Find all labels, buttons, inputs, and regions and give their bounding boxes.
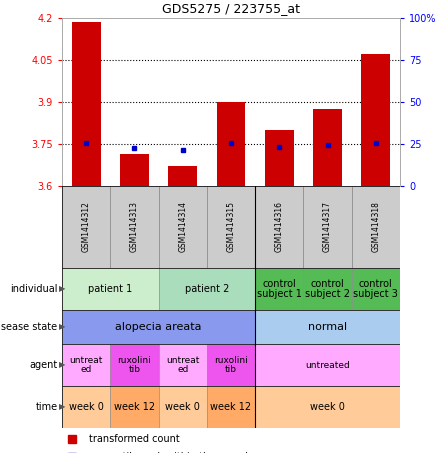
Text: week 0: week 0 bbox=[165, 402, 200, 412]
Text: untreated: untreated bbox=[305, 361, 350, 370]
Bar bbox=[255, 268, 304, 310]
Text: ▶: ▶ bbox=[59, 361, 65, 370]
Bar bbox=[207, 386, 255, 428]
Bar bbox=[304, 268, 352, 310]
Text: control
subject 3: control subject 3 bbox=[353, 279, 398, 299]
Bar bbox=[72, 22, 101, 186]
Text: percentile rank within the sample: percentile rank within the sample bbox=[89, 452, 254, 453]
Text: control
subject 2: control subject 2 bbox=[305, 279, 350, 299]
Text: GSM1414316: GSM1414316 bbox=[275, 202, 284, 252]
Bar bbox=[62, 386, 110, 428]
Bar bbox=[352, 186, 400, 268]
Bar bbox=[304, 186, 352, 268]
Bar bbox=[255, 310, 400, 344]
Text: control
subject 1: control subject 1 bbox=[257, 279, 302, 299]
Bar bbox=[120, 154, 149, 186]
Text: week 0: week 0 bbox=[69, 402, 103, 412]
Text: patient 2: patient 2 bbox=[185, 284, 229, 294]
Text: ▶: ▶ bbox=[59, 284, 65, 294]
Bar bbox=[159, 344, 207, 386]
Bar bbox=[62, 268, 159, 310]
Text: GDS5275 / 223755_at: GDS5275 / 223755_at bbox=[162, 3, 300, 15]
Bar bbox=[361, 54, 390, 186]
Bar bbox=[62, 186, 110, 268]
Text: untreat
ed: untreat ed bbox=[70, 356, 103, 374]
Text: week 12: week 12 bbox=[114, 402, 155, 412]
Bar bbox=[265, 130, 294, 186]
Text: ▶: ▶ bbox=[59, 323, 65, 332]
Bar bbox=[159, 186, 207, 268]
Text: transformed count: transformed count bbox=[89, 434, 180, 444]
Bar bbox=[62, 310, 255, 344]
Text: GSM1414318: GSM1414318 bbox=[371, 202, 380, 252]
Bar bbox=[313, 109, 342, 186]
Text: patient 1: patient 1 bbox=[88, 284, 132, 294]
Text: alopecia areata: alopecia areata bbox=[115, 322, 202, 332]
Text: GSM1414315: GSM1414315 bbox=[226, 202, 236, 252]
Bar bbox=[62, 344, 110, 386]
Bar bbox=[110, 344, 159, 386]
Bar bbox=[216, 102, 245, 186]
Bar bbox=[207, 186, 255, 268]
Text: GSM1414312: GSM1414312 bbox=[81, 202, 91, 252]
Text: untreat
ed: untreat ed bbox=[166, 356, 199, 374]
Bar bbox=[207, 344, 255, 386]
Text: disease state: disease state bbox=[0, 322, 58, 332]
Text: ▶: ▶ bbox=[59, 403, 65, 411]
Text: time: time bbox=[35, 402, 58, 412]
Text: ruxolini
tib: ruxolini tib bbox=[117, 356, 151, 374]
Text: agent: agent bbox=[29, 360, 58, 370]
Bar bbox=[110, 386, 159, 428]
Bar bbox=[255, 186, 304, 268]
Text: GSM1414314: GSM1414314 bbox=[178, 202, 187, 252]
Text: normal: normal bbox=[308, 322, 347, 332]
Text: week 0: week 0 bbox=[310, 402, 345, 412]
Text: GSM1414313: GSM1414313 bbox=[130, 202, 139, 252]
Text: individual: individual bbox=[10, 284, 58, 294]
Bar bbox=[110, 186, 159, 268]
Text: ruxolini
tib: ruxolini tib bbox=[214, 356, 248, 374]
Bar bbox=[255, 344, 400, 386]
Bar bbox=[168, 166, 197, 186]
Text: GSM1414317: GSM1414317 bbox=[323, 202, 332, 252]
Bar bbox=[255, 386, 400, 428]
Bar bbox=[159, 386, 207, 428]
Bar bbox=[159, 268, 255, 310]
Text: week 12: week 12 bbox=[210, 402, 251, 412]
Bar bbox=[352, 268, 400, 310]
